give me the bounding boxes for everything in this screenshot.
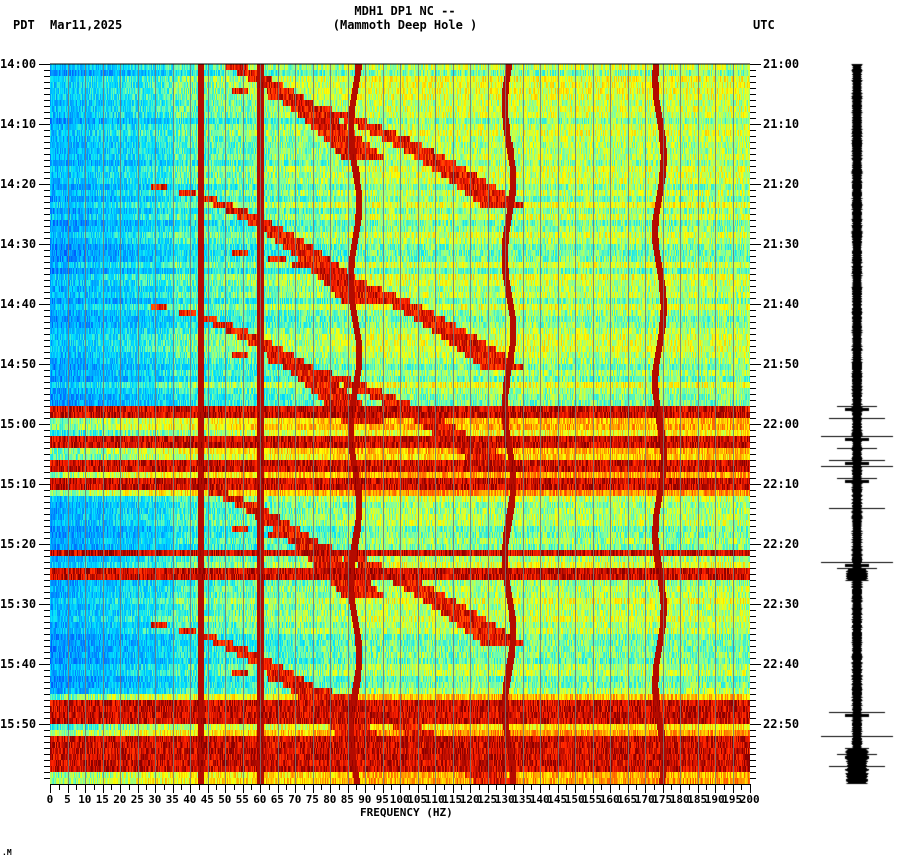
x-tick-label: 65 bbox=[270, 793, 284, 806]
y-tick-label-right: 21:10 bbox=[763, 117, 800, 131]
y-tick-label-right: 21:20 bbox=[763, 177, 800, 191]
x-tick-label: 85 bbox=[340, 793, 354, 806]
y-tick-label-right: 22:10 bbox=[763, 477, 800, 491]
x-tick-label: 180 bbox=[669, 793, 690, 806]
x-tick-label: 30 bbox=[148, 793, 162, 806]
x-tick-label: 80 bbox=[323, 793, 337, 806]
x-tick-label: 100 bbox=[389, 793, 410, 806]
x-tick-label: 125 bbox=[477, 793, 498, 806]
x-tick-label: 90 bbox=[358, 793, 372, 806]
footer-mark: .M bbox=[2, 848, 12, 857]
x-tick-label: 10 bbox=[78, 793, 92, 806]
y-tick-label-left: 15:30 bbox=[0, 597, 37, 611]
y-tick-label-left: 15:40 bbox=[0, 657, 37, 671]
seismogram-trace bbox=[800, 60, 902, 790]
x-tick-label: 165 bbox=[617, 793, 638, 806]
x-tick-label: 70 bbox=[288, 793, 302, 806]
date-label: Mar11,2025 bbox=[50, 18, 123, 32]
left-timezone-label: PDT bbox=[13, 18, 35, 32]
y-tick-label-right: 21:00 bbox=[763, 57, 800, 71]
x-tick-label: 135 bbox=[512, 793, 533, 806]
x-tick-label: 190 bbox=[704, 793, 725, 806]
x-tick-label: 150 bbox=[564, 793, 585, 806]
y-tick-label-right: 22:50 bbox=[763, 717, 800, 731]
y-tick-label-left: 14:10 bbox=[0, 117, 37, 131]
y-tick-label-right: 22:20 bbox=[763, 537, 800, 551]
x-tick-label: 140 bbox=[529, 793, 550, 806]
x-tick-label: 175 bbox=[652, 793, 673, 806]
spectrogram-heatmap bbox=[50, 64, 750, 784]
x-tick-label: 120 bbox=[459, 793, 480, 806]
station-location: (Mammoth Deep Hole ) bbox=[332, 18, 478, 32]
x-tick-label: 55 bbox=[235, 793, 249, 806]
x-tick-label: 0 bbox=[46, 793, 54, 806]
y-tick-label-right: 21:40 bbox=[763, 297, 800, 311]
y-tick-label-right: 21:50 bbox=[763, 357, 800, 371]
x-tick-label: 25 bbox=[130, 793, 144, 806]
x-tick-label: 60 bbox=[253, 793, 267, 806]
x-tick-label: 40 bbox=[183, 793, 197, 806]
x-tick-label: 145 bbox=[547, 793, 568, 806]
x-tick-label: 130 bbox=[494, 793, 515, 806]
y-tick-label-left: 15:10 bbox=[0, 477, 37, 491]
y-tick-label-left: 15:20 bbox=[0, 537, 37, 551]
x-tick-label: 5 bbox=[64, 793, 71, 806]
right-timezone-label: UTC bbox=[753, 18, 775, 32]
y-tick-label-left: 14:20 bbox=[0, 177, 37, 191]
x-tick-label: 45 bbox=[200, 793, 214, 806]
x-tick-label: 105 bbox=[407, 793, 428, 806]
x-tick-label: 185 bbox=[687, 793, 708, 806]
x-tick-label: 160 bbox=[599, 793, 620, 806]
x-tick-label: 35 bbox=[165, 793, 179, 806]
y-tick-label-right: 22:30 bbox=[763, 597, 800, 611]
y-tick-label-left: 14:40 bbox=[0, 297, 37, 311]
y-tick-label-left: 14:50 bbox=[0, 357, 37, 371]
x-tick-label: 95 bbox=[375, 793, 389, 806]
y-tick-label-right: 22:40 bbox=[763, 657, 800, 671]
x-axis-title: FREQUENCY (HZ) bbox=[360, 806, 453, 819]
x-tick-label: 20 bbox=[113, 793, 127, 806]
x-tick-label: 195 bbox=[722, 793, 743, 806]
y-tick-label-left: 14:30 bbox=[0, 237, 37, 251]
y-tick-label-left: 14:00 bbox=[0, 57, 37, 71]
x-tick-label: 155 bbox=[582, 793, 603, 806]
x-tick-label: 170 bbox=[634, 793, 655, 806]
x-tick-label: 50 bbox=[218, 793, 232, 806]
y-tick-label-right: 22:00 bbox=[763, 417, 800, 431]
y-tick-label-left: 15:00 bbox=[0, 417, 37, 431]
y-tick-label-right: 21:30 bbox=[763, 237, 800, 251]
x-tick-label: 110 bbox=[424, 793, 445, 806]
x-tick-label: 115 bbox=[442, 793, 463, 806]
x-tick-label: 15 bbox=[95, 793, 109, 806]
station-title: MDH1 DP1 NC -- bbox=[354, 4, 456, 18]
x-tick-label: 200 bbox=[739, 793, 760, 806]
x-tick-label: 75 bbox=[305, 793, 319, 806]
y-tick-label-left: 15:50 bbox=[0, 717, 37, 731]
